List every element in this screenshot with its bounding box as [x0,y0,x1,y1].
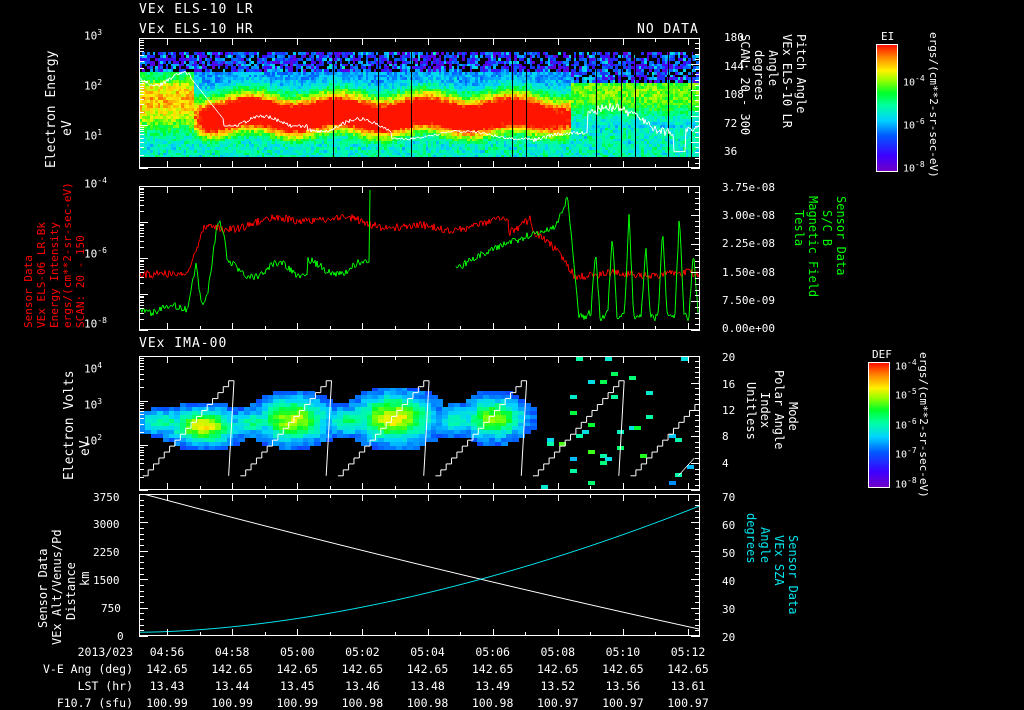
panel4-rtick-1: 60 [722,519,736,532]
panel4-ytick-1: 3000 [93,518,120,531]
panel4-plot-area [139,494,700,636]
panel4-ytick-5: 0 [117,630,124,643]
panel2-ytick-1: 10-6 [84,246,107,261]
panel1-rtick-4: 36 [724,145,738,158]
panel4-rtick-2: 50 [722,547,736,560]
panel3-cb-tick-1: 10-5 [895,387,917,402]
lst-row-cell: 13.61 [670,679,706,693]
panel3-rtick-4: 4 [722,457,729,470]
panel2-ytick-0: 10-4 [84,176,107,191]
panel1-no-data: NO DATA [637,22,699,37]
panel1-ylabel: Electron Energy eV [44,50,75,168]
row-label-ve-ang-row: V-E Ang (deg) [42,662,133,676]
panel4-rtick-0: 70 [722,491,736,504]
panel3-rtick-3: 8 [722,430,729,443]
ve-ang-row-cell: 142.65 [667,662,709,676]
panel3-rtick-1: 16 [722,378,736,391]
row-label-lst-row: LST (hr) [77,679,133,693]
panel2-rtick-3: 1.50e-08 [722,266,775,279]
panel4-ytick-2: 2250 [93,546,120,559]
panel4-ytick-0: 3750 [93,491,120,504]
panel1-colorbar-name: EI [881,30,895,43]
row-label-time-row: 2013/023 [77,645,133,659]
panel3-cb-tick-3: 10-7 [895,446,917,461]
panel2-rtick-1: 3.00e-08 [722,209,775,222]
panel3-rtick-0: 20 [722,351,736,364]
panel3-cb-tick-0: 10-4 [895,358,917,373]
panel3-plot-area [139,356,700,490]
panel1-rtick-3: 72 [724,117,738,130]
panel3-ytick-1: 103 [84,397,103,412]
panel2-ytick-2: 10-8 [84,316,107,331]
panel4-ytick-3: 1500 [93,574,120,587]
panel3-cb-tick-2: 10-6 [895,417,917,432]
panel4-ytick-4: 750 [101,602,121,615]
panel1-cb-tick-2: 10-8 [903,160,925,175]
panel3-ytick-0: 104 [84,361,103,376]
panel2-plot-area [139,186,700,330]
panel3-title: VEx IMA-00 [139,336,228,351]
panel2-rtick-5: 0.00e+00 [722,322,775,335]
panel1-ytick-0: 103 [84,28,103,43]
panel4-rtick-3: 40 [722,575,736,588]
panel3-ytick-2: 102 [84,433,103,448]
panel1-title-hr: VEx ELS-10 HR [139,22,254,37]
panel1-colorbar [876,44,898,172]
panel1-cb-tick-1: 10-6 [903,117,925,132]
panel2-rtick-4: 7.50e-09 [722,294,775,307]
panel4-rtick-5: 20 [722,631,736,644]
time-row-cell: 05:12 [670,645,706,659]
panel4-rtick-4: 30 [722,603,736,616]
panel3-colorbar [868,362,890,488]
panel3-cb-tick-4: 10-8 [895,476,917,491]
panel1-ytick-2: 101 [84,128,103,143]
panel1-plot-area [139,38,700,168]
panel3-colorbar-name: DEF [872,348,892,361]
panel2-rtick-2: 2.25e-08 [722,237,775,250]
panel3-rtick-2: 12 [722,404,736,417]
panel1-cb-tick-0: 10-4 [903,74,925,89]
panel2-rtick-0: 3.75e-08 [722,181,775,194]
panel1-ytick-1: 102 [84,78,103,93]
panel1-title-lr: VEx ELS-10 LR [139,2,254,17]
